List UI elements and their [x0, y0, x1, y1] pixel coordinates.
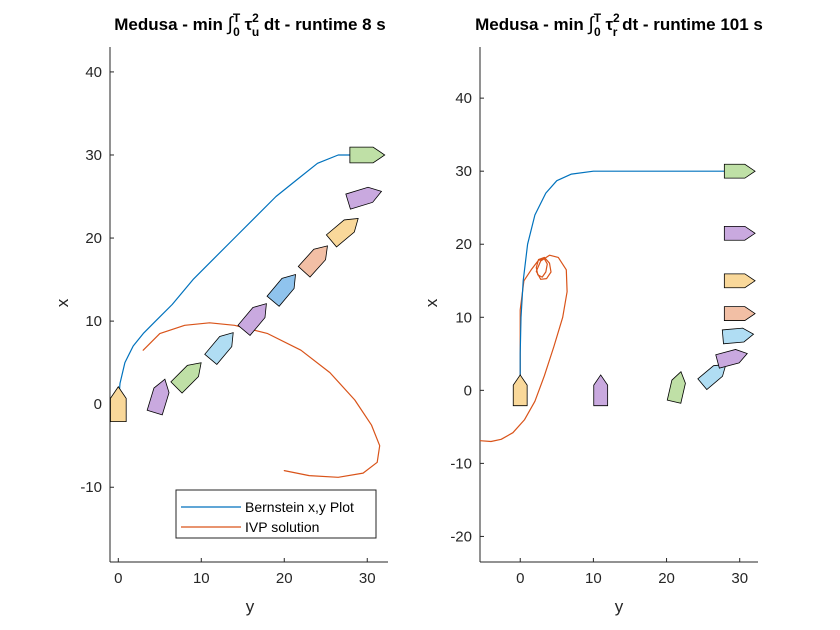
vehicle-marker — [721, 327, 755, 345]
subplot-left: Medusa - min ∫T 0 τ2 u dt - runtime 8 s 0 1… — [53, 11, 388, 616]
vehicle-marker — [697, 363, 727, 391]
vehicle-marker — [237, 303, 267, 336]
vehicle-marker — [349, 146, 386, 164]
chart-title-left: Medusa - min ∫T 0 τ2 u dt - runtime 8 s — [114, 11, 386, 39]
legend-label-ivp: IVP solution — [245, 519, 319, 535]
y-tick-label: 0 — [94, 396, 102, 413]
y-axis-label-right: x — [422, 298, 441, 307]
x-tick-label: 30 — [359, 570, 376, 587]
vehicle-marker — [666, 371, 686, 404]
x-axis-label-left: y — [246, 597, 255, 616]
vehicle-marker — [325, 218, 359, 248]
y-tick-label: -10 — [450, 455, 472, 472]
series-line-ivp — [480, 254, 568, 443]
y-tick-label: 0 — [464, 382, 472, 399]
x-tick-label: 30 — [731, 570, 748, 587]
x-tick-label: 20 — [658, 570, 675, 587]
legend: Bernstein x,y Plot IVP solution — [175, 489, 377, 539]
vehicle-marker — [723, 273, 756, 289]
y-tick-label: 30 — [85, 147, 102, 164]
y-tick-label: 40 — [85, 64, 102, 81]
x-tick-label: 20 — [276, 570, 293, 587]
y-tick-label: 20 — [455, 236, 472, 253]
y-axis-label-left: x — [53, 298, 72, 307]
vehicle-marker — [266, 274, 296, 307]
legend-box — [175, 489, 377, 539]
vehicle-marker — [297, 245, 328, 278]
y-tick-label: -10 — [80, 479, 102, 496]
chart-title-right: Medusa - min ∫T 0 τ2 r dt - runtime 101 s — [475, 11, 763, 39]
x-tick-label: 10 — [585, 570, 602, 587]
vehicle-marker — [146, 378, 170, 416]
y-tick-label: 10 — [85, 313, 102, 330]
y-tick-label: 20 — [85, 230, 102, 247]
series-line-ivp — [142, 322, 381, 478]
y-tick-label: 10 — [455, 309, 472, 326]
vehicle-marker — [715, 349, 748, 369]
vehicle-marker — [593, 374, 609, 407]
vehicle-marker — [170, 362, 202, 394]
y-tick-label: 40 — [455, 90, 472, 107]
vehicle-marker — [723, 225, 756, 241]
vehicle-marker — [723, 306, 756, 321]
vehicle-marker — [345, 186, 383, 210]
legend-label-bernstein: Bernstein x,y Plot — [245, 499, 354, 515]
vehicle-marker — [204, 332, 234, 365]
vehicle-marker — [110, 386, 127, 423]
x-tick-label: 0 — [114, 570, 122, 587]
vehicle-marker — [723, 163, 756, 179]
subplot-right: Medusa - min ∫T 0 τ2 r dt - runtime 101 s … — [422, 11, 763, 616]
y-tick-label: -20 — [450, 528, 472, 545]
series-line-bernstein — [519, 170, 741, 391]
x-tick-label: 0 — [516, 570, 524, 587]
x-tick-label: 10 — [193, 570, 210, 587]
y-tick-label: 30 — [455, 163, 472, 180]
vehicle-marker — [512, 374, 528, 407]
x-axis-label-right: y — [615, 597, 624, 616]
series-line-bernstein — [117, 154, 368, 405]
